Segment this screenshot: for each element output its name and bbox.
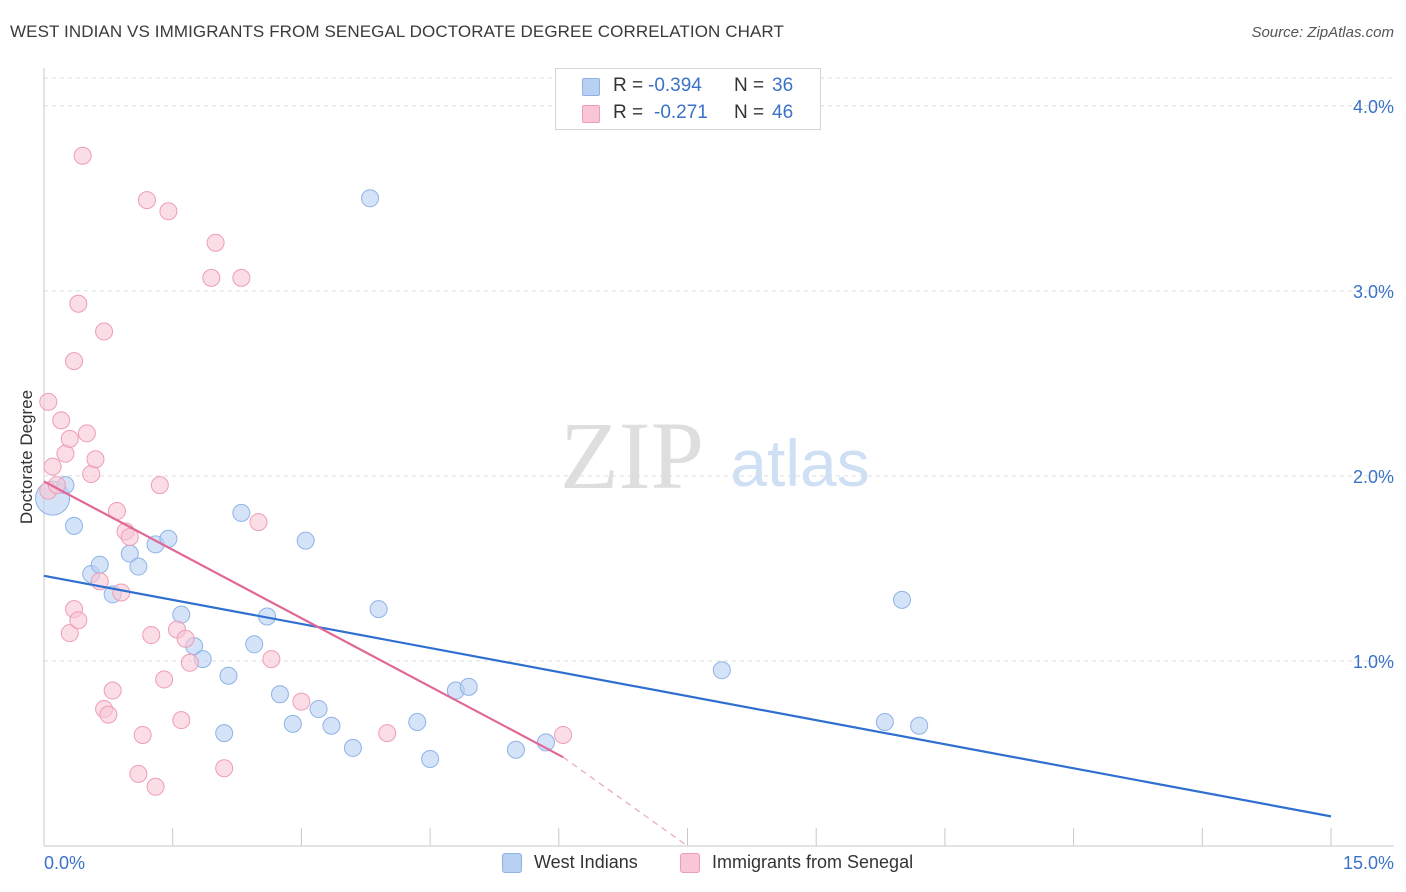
x-tick-label-min: 0.0% — [44, 853, 85, 873]
west-indians-point — [283, 714, 302, 733]
watermark: ZIP atlas — [560, 402, 870, 509]
y-axis-label: Doctorate Degree — [17, 389, 36, 525]
watermark-atlas: atlas — [730, 426, 869, 500]
legend-series-name: Immigrants from Senegal — [712, 852, 914, 872]
west-indians-point — [296, 531, 315, 550]
west-indians-point — [421, 750, 440, 769]
west-indians-point — [129, 557, 148, 576]
senegal-trendline — [43, 480, 564, 759]
west-indians-point — [215, 724, 234, 743]
senegal-point — [249, 513, 268, 532]
senegal-point — [206, 233, 225, 252]
trend-layer — [43, 480, 1332, 847]
senegal-point — [82, 465, 101, 484]
legend-swatch-pink — [582, 105, 600, 123]
legend-n-value: 36 — [772, 75, 794, 96]
senegal-point — [378, 724, 397, 743]
senegal-point — [73, 146, 92, 165]
legend-r-value: -0.271 — [654, 102, 708, 123]
senegal-point — [129, 764, 148, 783]
senegal-trendline-extension — [562, 756, 688, 847]
senegal-point — [202, 268, 221, 287]
west-indians-point — [875, 713, 894, 732]
senegal-point — [86, 450, 105, 469]
senegal-point — [232, 268, 251, 287]
west-indians-point — [893, 590, 911, 609]
y-tick-label: 2.0% — [1353, 467, 1394, 487]
senegal-point — [52, 411, 71, 430]
senegal-point — [43, 457, 62, 476]
x-tick-label-max: 15.0% — [1343, 853, 1394, 873]
grid-layer — [44, 77, 1394, 662]
west-indians-trendline — [43, 574, 1332, 818]
west-indians-point — [712, 661, 731, 680]
correlation-legend: R = -0.394 N = 36 R = -0.271 N = 46 — [555, 68, 821, 130]
senegal-point — [137, 191, 156, 210]
senegal-point — [215, 759, 234, 778]
senegal-point — [95, 322, 114, 341]
legend-r-label: R = — [613, 102, 644, 123]
senegal-point — [159, 202, 178, 221]
west-indians-point — [172, 605, 191, 624]
senegal-point — [554, 725, 573, 744]
west-indians-point — [219, 666, 238, 685]
legend-r-value: -0.394 — [648, 75, 702, 96]
y-tick-label: 1.0% — [1353, 652, 1394, 672]
senegal-point — [69, 611, 88, 630]
west-indians-point — [369, 600, 388, 619]
legend-swatch-blue — [582, 78, 600, 96]
legend-n-label: N = — [734, 75, 765, 96]
senegal-point — [150, 476, 169, 495]
senegal-point — [133, 725, 152, 744]
senegal-point — [120, 527, 139, 546]
senegal-point — [262, 650, 281, 669]
west-indians-point — [910, 716, 929, 735]
senegal-point — [176, 629, 195, 648]
legend-swatch-pink — [680, 853, 700, 873]
west-indians-point — [270, 685, 289, 704]
west-indians-point — [408, 713, 427, 732]
west-indians-point — [361, 189, 380, 208]
senegal-point — [99, 705, 118, 724]
legend-series-name: West Indians — [534, 852, 638, 872]
senegal-point — [77, 424, 96, 443]
senegal-point — [142, 626, 161, 645]
west-indians-point — [232, 503, 251, 522]
senegal-point — [155, 670, 174, 689]
west-indians-point — [90, 555, 109, 574]
senegal-point — [180, 653, 199, 672]
y-tick-label: 4.0% — [1353, 97, 1394, 117]
legend-r-label: R = — [613, 75, 644, 96]
west-indians-point — [506, 740, 525, 759]
senegal-point — [60, 429, 79, 448]
legend-swatch-blue — [502, 853, 522, 873]
y-tick-label: 3.0% — [1353, 282, 1394, 302]
west-indians-point — [245, 635, 264, 654]
west-indians-point — [65, 516, 84, 535]
legend-n-label: N = — [734, 102, 765, 123]
senegal-point — [65, 352, 84, 371]
senegal-point — [39, 392, 58, 411]
senegal-point — [60, 624, 79, 643]
source-label: Source: ZipAtlas.com — [1251, 24, 1394, 41]
legend-n-value: 46 — [772, 102, 794, 123]
senegal-point — [172, 711, 191, 730]
senegal-point — [292, 692, 311, 711]
chart-title: WEST INDIAN VS IMMIGRANTS FROM SENEGAL D… — [10, 22, 784, 41]
watermark-zip: ZIP — [560, 402, 704, 509]
axis-layer — [43, 68, 1394, 847]
west-indians-point — [459, 677, 478, 696]
senegal-point — [69, 294, 88, 313]
west-indians-point — [309, 700, 328, 719]
west-indians-point — [343, 738, 362, 757]
tick-label-layer: 1.0% 2.0% 3.0% 4.0% 0.0% 15.0% — [44, 97, 1394, 873]
senegal-point — [103, 681, 122, 700]
west-indians-point — [322, 716, 341, 735]
senegal-point — [56, 444, 75, 463]
senegal-point — [146, 777, 165, 796]
